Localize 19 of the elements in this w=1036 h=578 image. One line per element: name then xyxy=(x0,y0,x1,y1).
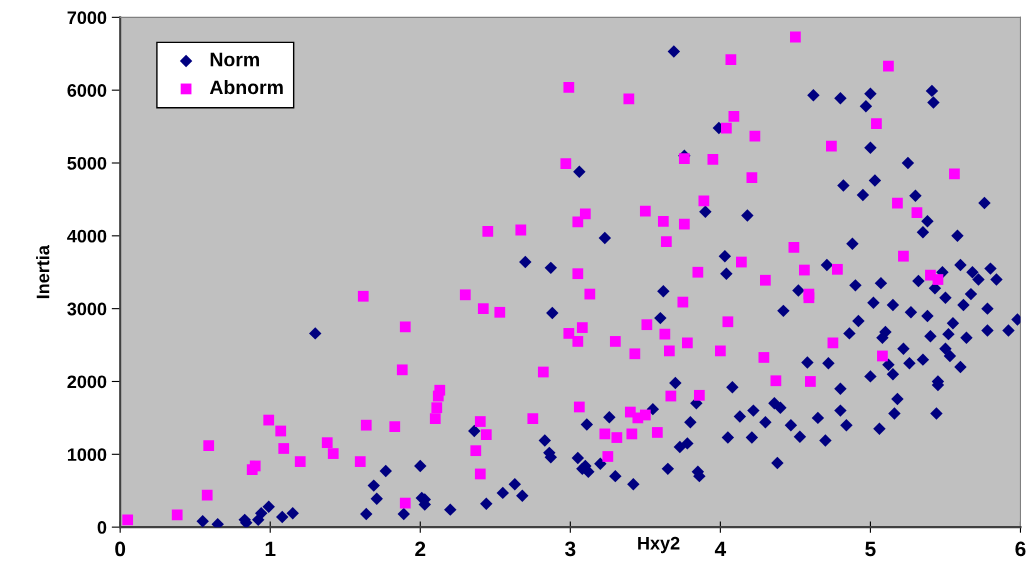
x-tick-label: 1 xyxy=(265,541,276,557)
y-tick-label: 4000 xyxy=(67,229,107,243)
legend-label: Abnorm xyxy=(209,79,283,95)
y-tick-label: 0 xyxy=(97,521,107,534)
y-tick-label: 6000 xyxy=(67,84,107,97)
x-axis-title: Hxy2 xyxy=(638,536,680,554)
y-axis-title: Inertia xyxy=(36,245,50,299)
x-tick-label: 5 xyxy=(865,541,876,557)
legend-label: Norm xyxy=(210,52,259,67)
x-tick-label: 4 xyxy=(714,541,727,557)
y-tick-label: 3000 xyxy=(67,302,107,316)
x-tick-label: 0 xyxy=(115,541,126,557)
y-tick-label: 7000 xyxy=(67,11,107,25)
x-tick-label: 3 xyxy=(565,541,576,557)
y-tick-label: 5000 xyxy=(67,156,107,170)
y-tick-label: 1000 xyxy=(67,448,107,462)
x-tick-label: 6 xyxy=(1015,541,1026,557)
y-tick-label: 2000 xyxy=(67,375,107,389)
x-tick-label: 2 xyxy=(415,541,426,557)
